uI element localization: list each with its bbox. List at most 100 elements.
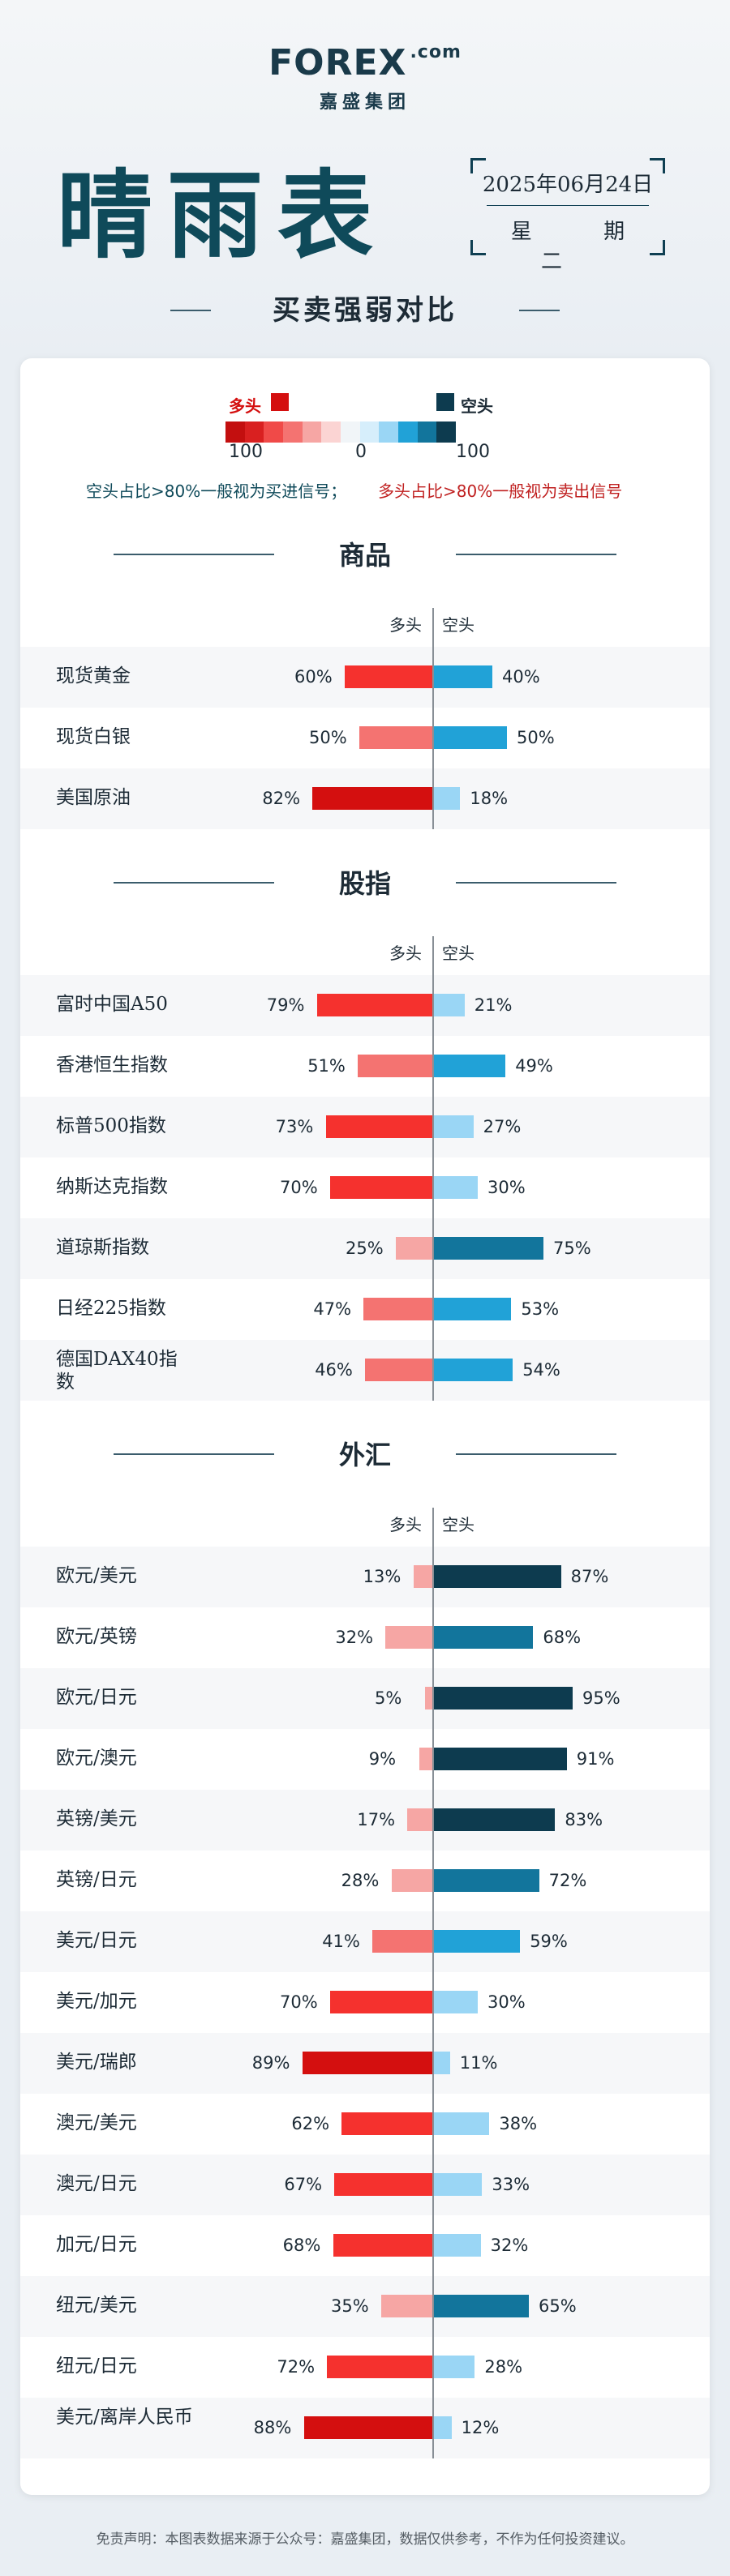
short-bar — [434, 787, 461, 810]
section-line-left — [114, 554, 274, 555]
short-value: 27% — [483, 1117, 522, 1136]
row-label: 欧元/澳元 — [56, 1748, 137, 1769]
short-value: 53% — [521, 1299, 560, 1319]
long-value: 32% — [335, 1628, 374, 1647]
long-value: 5% — [375, 1688, 402, 1708]
section-line-right — [456, 554, 616, 555]
row-label: 美元/离岸人民币 — [56, 2407, 193, 2428]
short-bar — [434, 1869, 539, 1892]
short-value: 59% — [530, 1932, 568, 1951]
long-value: 13% — [363, 1567, 402, 1586]
short-bar — [434, 994, 465, 1016]
row-label: 现货黄金 — [56, 665, 131, 687]
long-value: 50% — [309, 728, 347, 747]
short-value: 30% — [487, 1178, 526, 1197]
legend-long-swatch — [271, 393, 289, 411]
long-bar — [391, 1869, 432, 1892]
short-bar — [434, 1687, 573, 1709]
short-bar — [434, 1237, 543, 1260]
long-value: 68% — [282, 2236, 321, 2255]
short-value: 49% — [515, 1056, 553, 1076]
row-label: 纽元/日元 — [56, 2356, 137, 2377]
legend-long-label: 多头 — [229, 396, 261, 416]
section-title: 股指 — [338, 868, 391, 899]
section-line-right — [456, 882, 616, 884]
long-value: 62% — [291, 2114, 330, 2133]
long-bar — [407, 1808, 432, 1831]
long-bar — [333, 2234, 432, 2257]
row-label: 美元/瑞郎 — [56, 2052, 137, 2073]
column-header-short: 空头 — [442, 944, 474, 963]
long-value: 70% — [280, 1992, 318, 2012]
section-title: 商品 — [338, 540, 391, 571]
long-bar — [359, 726, 432, 749]
short-value: 28% — [484, 2357, 523, 2377]
section-line-right — [456, 1453, 616, 1455]
weekday-text: 星 期 二 — [510, 220, 658, 274]
short-bar — [434, 1626, 534, 1649]
row-label: 美元/日元 — [56, 1930, 137, 1951]
long-value: 9% — [368, 1749, 397, 1769]
short-value: 21% — [474, 995, 513, 1015]
signal-sell-text: 多头占比>80%一般视为卖出信号 — [378, 481, 623, 501]
long-value: 82% — [262, 789, 301, 808]
short-bar — [434, 1298, 512, 1320]
short-bar — [434, 2356, 475, 2378]
long-bar — [312, 787, 432, 810]
table-row — [20, 1340, 710, 1401]
long-bar — [330, 1176, 432, 1199]
table-row — [20, 1911, 710, 1972]
date-box: 2025年06月24日 星 期 二 — [470, 158, 665, 274]
short-bar — [434, 2416, 452, 2439]
short-bar — [434, 726, 507, 749]
short-value: 32% — [490, 2236, 529, 2255]
short-value: 54% — [522, 1360, 560, 1380]
row-label: 道琼斯指数 — [56, 1237, 149, 1258]
long-bar — [330, 1991, 432, 2013]
short-value: 91% — [576, 1749, 615, 1769]
legend-mid: 0 — [355, 442, 367, 462]
section-line-left — [114, 1453, 274, 1455]
legend-min: 100 — [229, 442, 263, 462]
legend-short-label: 空头 — [461, 396, 493, 416]
content-card — [20, 358, 710, 2495]
long-value: 88% — [253, 2418, 292, 2437]
long-value: 51% — [307, 1056, 346, 1076]
table-row — [20, 1668, 710, 1729]
short-bar — [434, 665, 492, 688]
short-value: 50% — [517, 728, 555, 747]
short-value: 18% — [470, 789, 509, 808]
row-label: 美国原油 — [56, 787, 131, 808]
row-label: 标普500指数 — [56, 1115, 166, 1136]
long-bar — [358, 1055, 432, 1077]
table-row — [20, 1547, 710, 1607]
row-label: 欧元/英镑 — [56, 1626, 137, 1647]
row-label: 德国DAX40指数 — [56, 1349, 178, 1393]
row-label: 加元/日元 — [56, 2234, 137, 2255]
long-bar — [413, 1565, 432, 1588]
legend-short-swatch — [436, 393, 454, 411]
section-title: 外汇 — [338, 1440, 391, 1470]
short-value: 87% — [570, 1567, 609, 1586]
row-label: 纽元/美元 — [56, 2295, 137, 2316]
short-value: 33% — [492, 2175, 530, 2194]
long-value: 73% — [275, 1117, 314, 1136]
long-bar — [419, 1748, 432, 1770]
row-label: 现货白银 — [56, 726, 131, 747]
long-bar — [365, 1359, 432, 1381]
long-bar — [381, 2295, 432, 2317]
short-bar — [434, 1176, 478, 1199]
short-value: 65% — [539, 2296, 577, 2316]
row-label: 富时中国A50 — [56, 994, 168, 1015]
legend-scale — [225, 421, 457, 443]
long-bar — [325, 1115, 432, 1138]
row-label: 澳元/美元 — [56, 2112, 137, 2133]
long-value: 70% — [280, 1178, 318, 1197]
row-label: 欧元/美元 — [56, 1565, 137, 1586]
long-value: 28% — [341, 1871, 380, 1890]
long-value: 46% — [315, 1360, 353, 1380]
short-value: 12% — [461, 2418, 500, 2437]
long-bar — [302, 2052, 432, 2074]
long-value: 60% — [294, 667, 333, 687]
row-label: 香港恒生指数 — [56, 1055, 168, 1076]
